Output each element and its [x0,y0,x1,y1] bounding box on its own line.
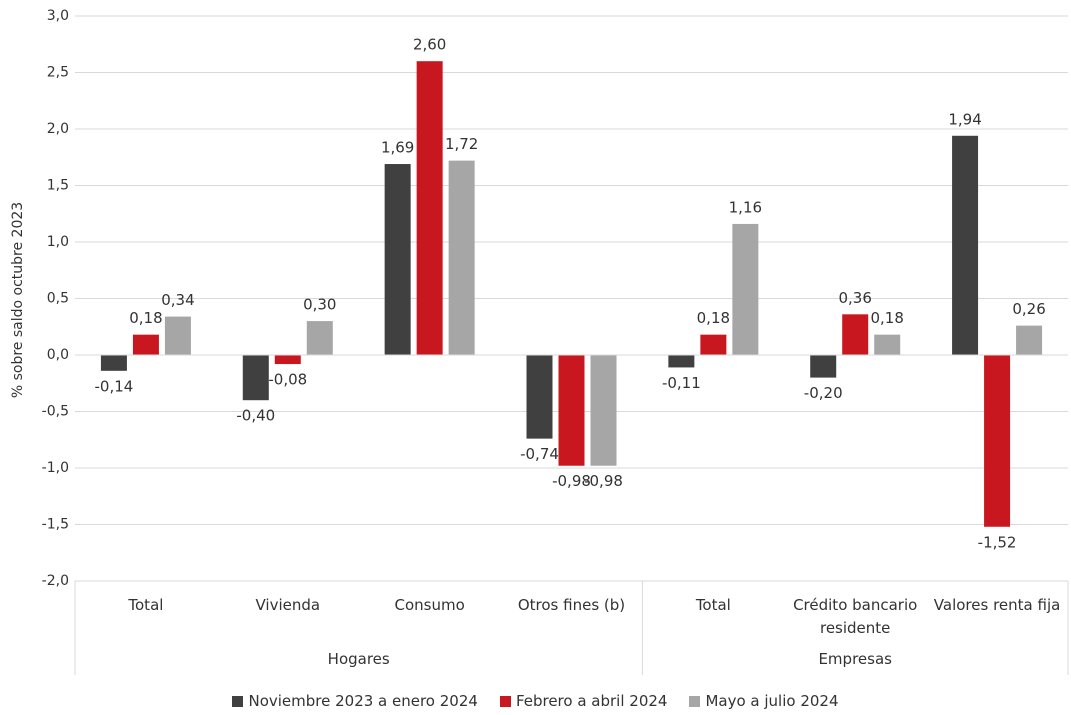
bar [242,355,269,401]
group-label: Empresas [818,650,892,668]
data-label: -0,11 [662,374,701,392]
bar [842,314,869,355]
bar [448,160,475,355]
bar [416,61,443,355]
data-label: 1,94 [948,110,981,128]
y-tick-label: -1,5 [42,517,69,533]
data-label: 1,72 [445,135,478,153]
y-tick-label: 0,0 [47,347,69,363]
data-label: -0,98 [584,472,623,490]
bar [590,355,617,466]
legend-swatch [689,695,701,707]
bar [558,355,585,466]
legend-item: Mayo a julio 2024 [689,692,839,710]
y-tick-label: -2,0 [42,573,69,589]
y-tick-label: 3,0 [47,8,69,24]
x-tick-label: Valores renta fija [933,596,1061,614]
group-label: Hogares [327,650,390,668]
legend-swatch [232,695,244,707]
legend-item: Febrero a abril 2024 [499,692,668,710]
data-label: 1,16 [729,198,762,216]
bar [668,355,695,368]
bar [132,334,159,355]
x-tick-label: Total [695,596,731,614]
data-label: 2,60 [413,36,446,54]
y-tick-label: -0,5 [42,404,69,420]
bar [306,321,333,355]
bar [274,355,301,365]
y-tick-label: 2,0 [47,121,69,137]
y-tick-label: 1,5 [47,178,69,194]
x-tick-label: Vivienda [255,596,321,614]
bar [732,223,759,355]
plot: % sobre saldo octubre 2023 -2,0 -1,5 -1,0 -… [10,8,1069,675]
data-label: 0,30 [303,296,336,314]
legend-item: Noviembre 2023 a enero 2024 [232,692,478,710]
x-tick-label: Crédito bancario residente [793,596,918,637]
bar [100,355,127,371]
y-tick-label: 1,0 [47,234,69,250]
bar [874,334,901,355]
data-label: 0,36 [839,289,872,307]
y-axis-title: % sobre saldo octubre 2023 [10,202,26,398]
bar [1016,325,1043,355]
data-label: -1,52 [978,533,1017,551]
x-tick-label: Otros fines (b) [517,596,626,614]
y-tick-label: -1,0 [42,460,69,476]
data-label: 0,18 [129,309,162,327]
data-label: -0,98 [552,472,591,490]
legend-label: Noviembre 2023 a enero 2024 [248,692,478,710]
legend-label: Mayo a julio 2024 [705,692,839,710]
bar [164,316,191,355]
x-tick-label: Consumo [394,596,465,614]
bar [810,355,837,378]
x-tick-label: Total [128,596,164,614]
data-label: 0,34 [161,291,194,309]
legend: Noviembre 2023 a enero 2024 Febrero a abr… [0,692,1071,710]
legend-label: Febrero a abril 2024 [515,692,668,710]
data-label: 0,18 [871,309,904,327]
data-label: -0,40 [236,407,275,425]
data-label: -0,74 [520,445,559,463]
legend-swatch [499,695,511,707]
bar [700,334,727,355]
bar [952,135,979,355]
data-label: -0,08 [268,371,307,389]
y-tick-label: 0,5 [47,291,69,307]
data-label: 0,26 [1012,300,1045,318]
bar [384,164,411,355]
y-tick-label: 2,5 [47,65,69,81]
data-label: 0,18 [697,309,730,327]
data-label: -0,20 [804,384,843,402]
bar [984,355,1011,527]
bar [526,355,553,439]
data-label: -0,14 [95,377,134,395]
data-label: 1,69 [381,139,414,157]
